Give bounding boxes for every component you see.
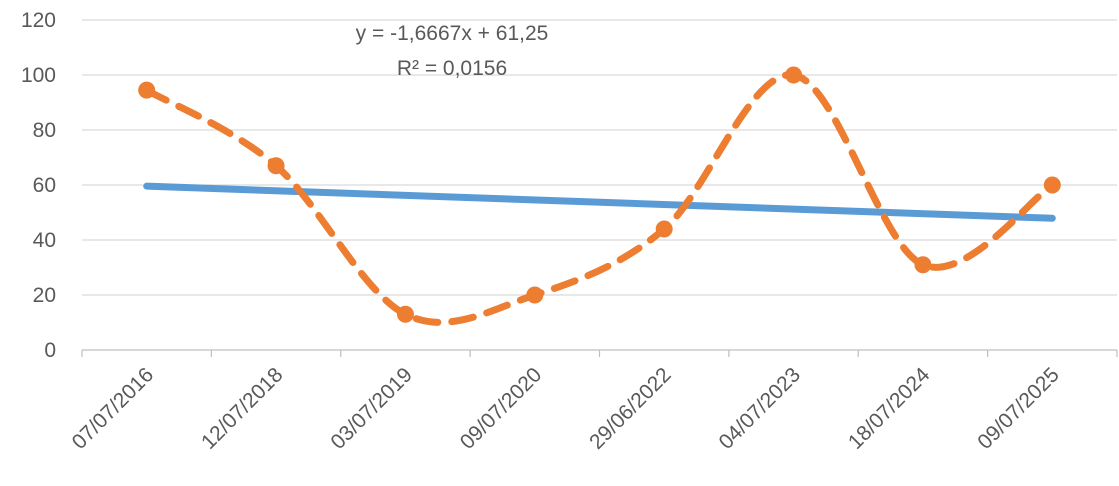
x-tick-label: 29/06/2022 xyxy=(585,363,676,454)
x-tick-label: 04/07/2023 xyxy=(715,363,806,454)
data-point xyxy=(655,220,673,238)
x-axis: 07/07/2016 12/07/2018 03/07/2019 09/07/2020… xyxy=(68,349,1118,454)
trendline-equation-box: y = -1,6667x + 61,25 R² = 0,0156 xyxy=(356,22,549,80)
x-tick-label: 09/07/2020 xyxy=(456,363,547,454)
x-tick-label: 12/07/2018 xyxy=(197,363,288,454)
data-point xyxy=(526,286,544,304)
x-tick-label: 03/07/2019 xyxy=(326,363,417,454)
trendline-r-squared: R² = 0,0156 xyxy=(397,57,507,80)
y-axis-ticks: 0 20 40 60 80 100 120 xyxy=(21,9,56,362)
y-tick-label: 60 xyxy=(33,174,56,197)
linear-trendline xyxy=(143,182,1056,222)
series-line xyxy=(143,71,1056,326)
x-tick-label: 18/07/2024 xyxy=(844,363,935,454)
data-point xyxy=(1043,176,1061,194)
y-tick-label: 80 xyxy=(33,119,56,142)
y-tick-label: 40 xyxy=(33,229,56,252)
data-point xyxy=(138,81,156,99)
series-layer xyxy=(138,66,1061,326)
trendline-layer xyxy=(143,182,1056,222)
trendline-equation: y = -1,6667x + 61,25 xyxy=(356,22,549,45)
y-tick-label: 100 xyxy=(21,64,56,87)
data-point xyxy=(914,256,932,274)
data-point xyxy=(785,66,803,84)
x-tick-label: 09/07/2025 xyxy=(973,363,1064,454)
y-tick-label: 120 xyxy=(21,9,56,32)
gridlines xyxy=(82,19,1117,296)
x-tick-label: 07/07/2016 xyxy=(68,363,159,454)
data-point xyxy=(396,305,414,323)
y-tick-label: 20 xyxy=(33,284,56,307)
y-tick-label: 0 xyxy=(44,339,56,362)
data-point xyxy=(267,157,285,175)
